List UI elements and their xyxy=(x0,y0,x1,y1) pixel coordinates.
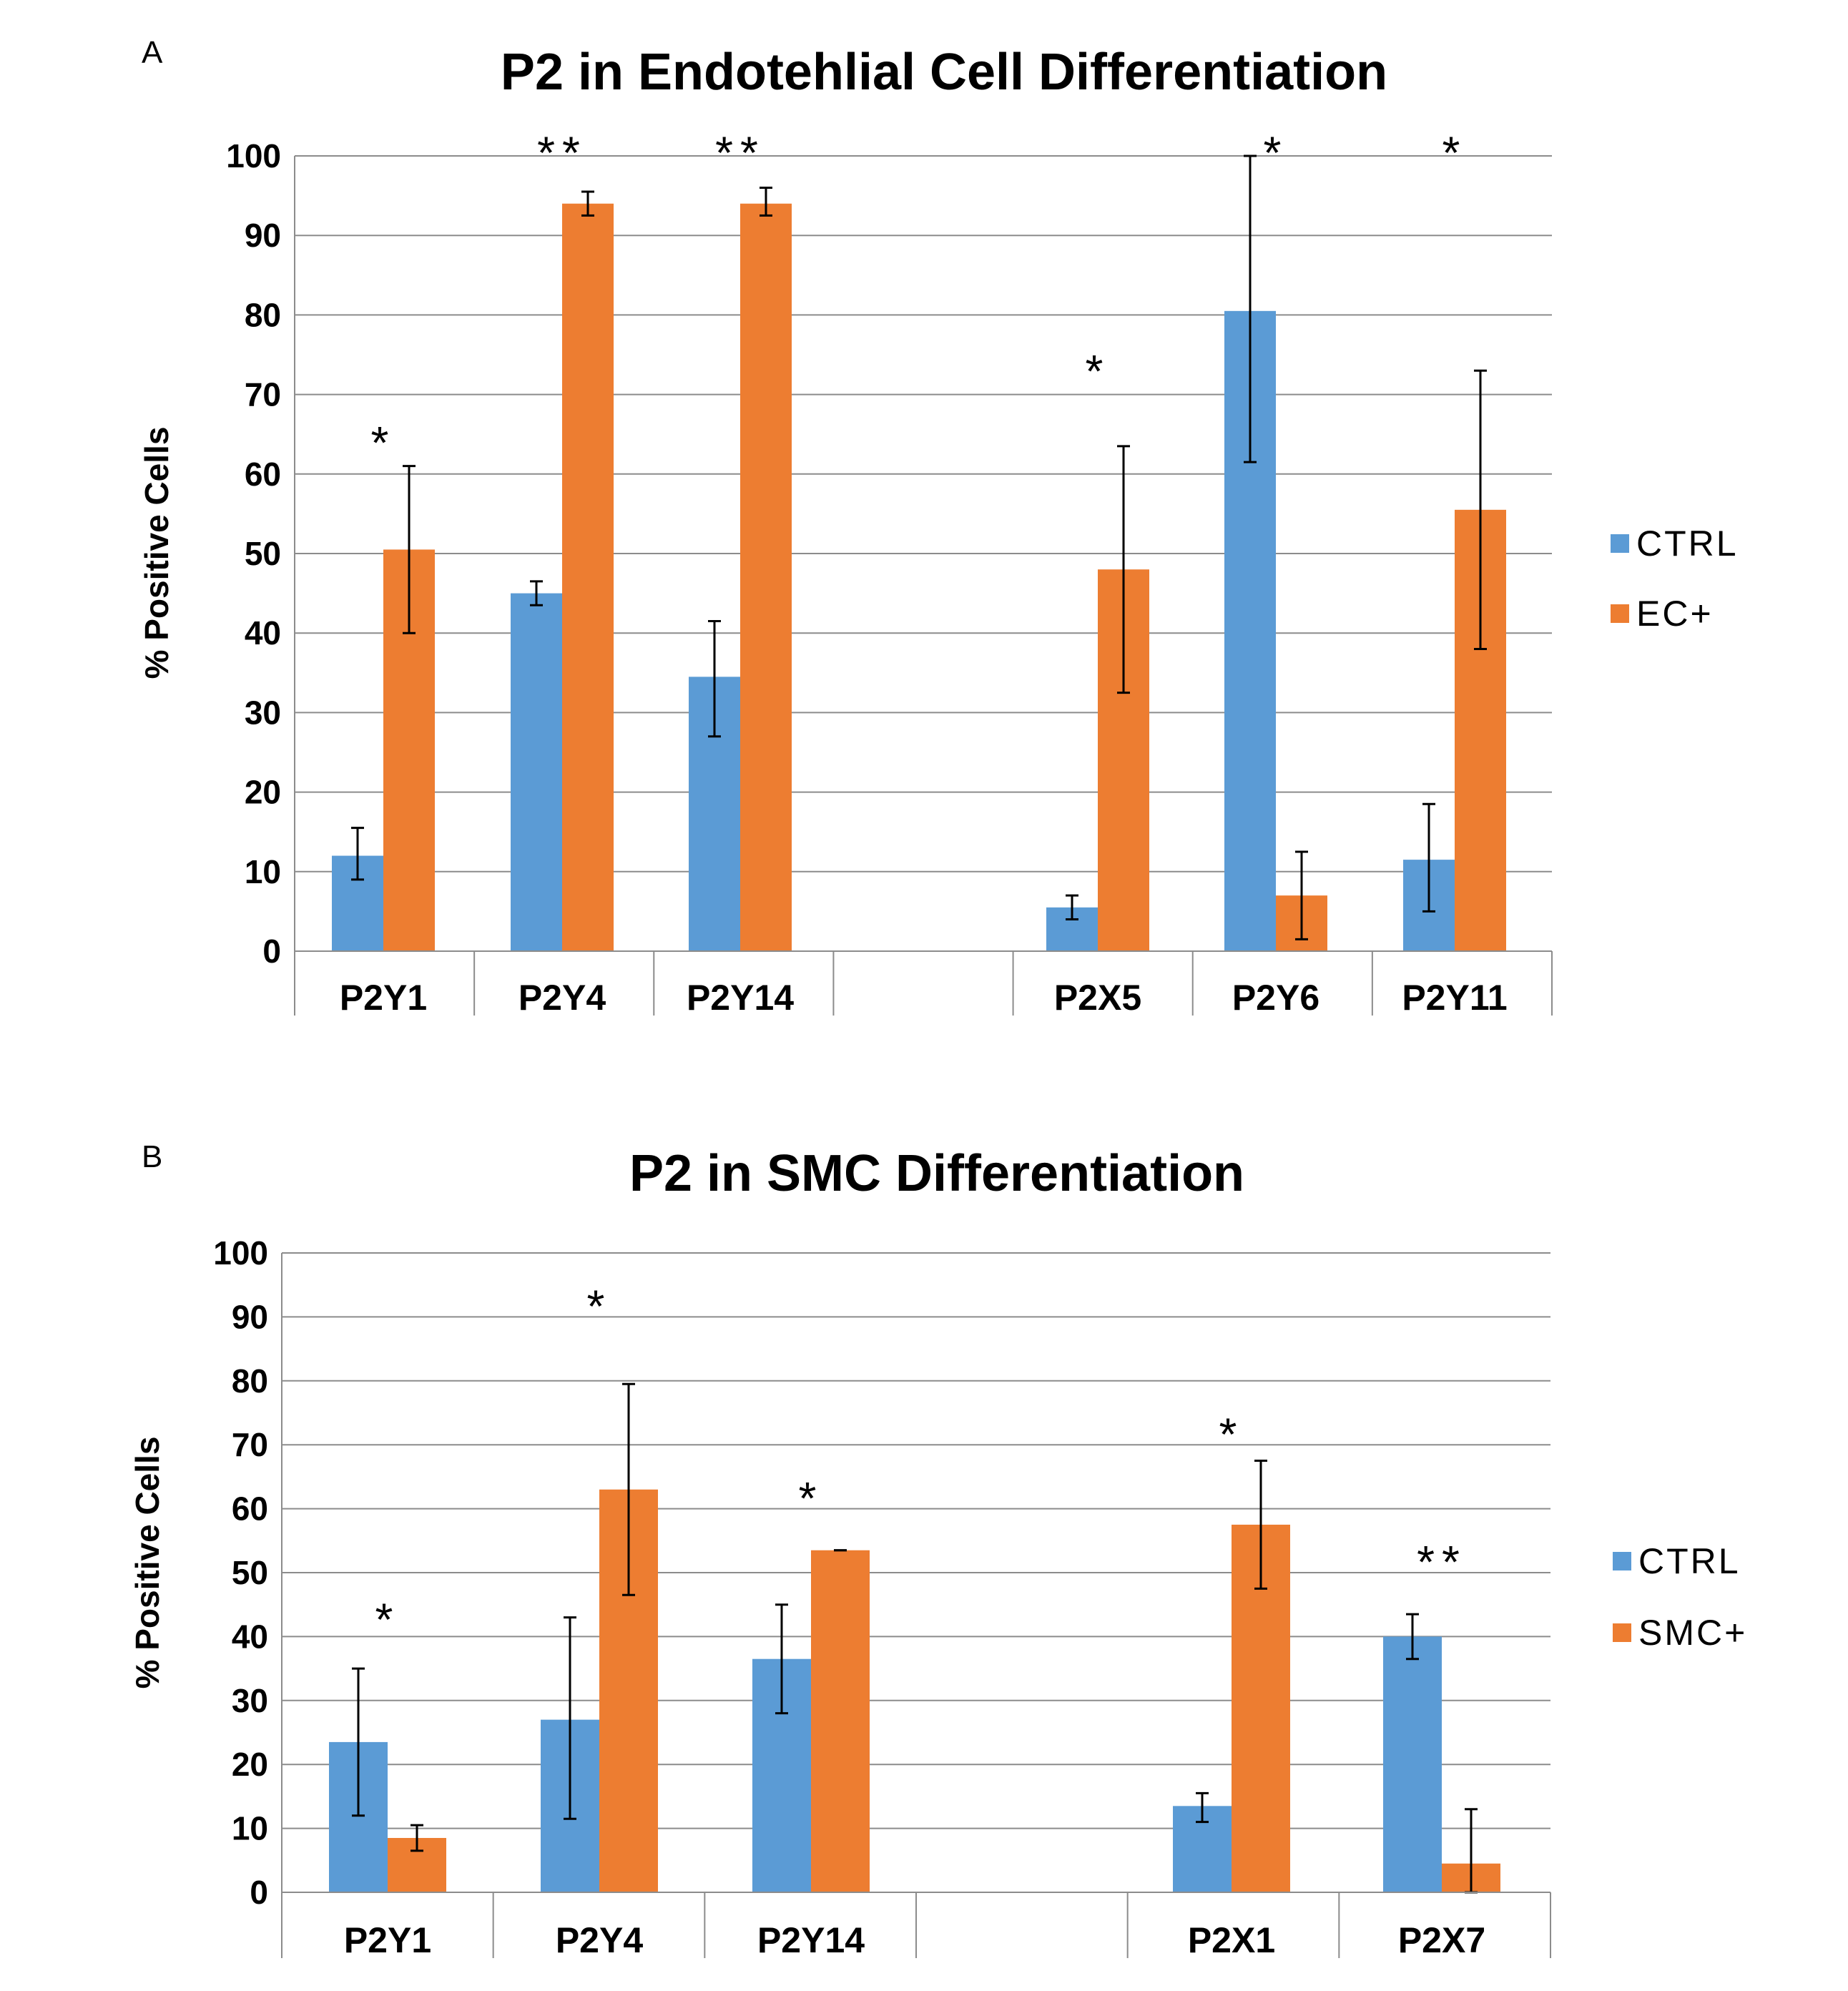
y-tick-label: 100 xyxy=(213,1234,268,1272)
y-tick-label: 40 xyxy=(232,1618,268,1655)
y-tick-label: 80 xyxy=(245,296,281,333)
y-tick-label: 20 xyxy=(232,1746,268,1783)
y-tick-label: 50 xyxy=(232,1554,268,1591)
y-axis-label: % Positive Cells xyxy=(129,1437,166,1689)
y-tick-label: 50 xyxy=(245,535,281,572)
bar-ctrl xyxy=(1383,1636,1442,1892)
chart-title: P2 in SMC Differentiation xyxy=(629,1145,1244,1202)
significance-marker: ** xyxy=(537,127,587,178)
panel-label: B xyxy=(142,1139,162,1174)
x-tick-label: P2X5 xyxy=(1054,978,1141,1018)
x-tick-label: P2Y1 xyxy=(344,1920,431,1960)
y-tick-label: 0 xyxy=(262,933,281,970)
legend: CTRL SMC+ xyxy=(1613,1541,1747,1653)
y-tick-label: 70 xyxy=(245,376,281,413)
x-tick-label: P2Y4 xyxy=(556,1920,644,1960)
bar-ctrl xyxy=(511,593,562,951)
y-tick-label: 40 xyxy=(245,614,281,652)
y-tick-label: 70 xyxy=(232,1426,268,1463)
legend: CTRL EC+ xyxy=(1611,523,1739,634)
significance-marker: ** xyxy=(1417,1536,1467,1588)
axes xyxy=(281,1253,1551,1958)
y-tick-label: 60 xyxy=(232,1490,268,1528)
significance-marker: * xyxy=(799,1473,824,1524)
labels: 0 10 20 30 40 50 60 70 80 90 100 P2Y1 P2Y4 P2Y14 P2X1 P… xyxy=(213,1234,1485,1960)
axes xyxy=(294,156,1553,1016)
bars xyxy=(332,154,1506,952)
chart-title: P2 in Endotehlial Cell Differentiation xyxy=(501,44,1387,101)
significance-marker: ** xyxy=(715,127,765,178)
legend-swatch xyxy=(1613,1552,1631,1570)
y-tick-label: 0 xyxy=(250,1874,268,1911)
legend-swatch xyxy=(1613,1623,1631,1642)
chart-panel-a: A P2 in Endotehlial Cell Differentiation… xyxy=(138,35,1739,1018)
legend-swatch xyxy=(1611,534,1629,553)
gridlines xyxy=(295,155,1552,872)
significance-marker: * xyxy=(587,1281,612,1332)
x-tick-label: P2Y11 xyxy=(1402,978,1507,1018)
y-tick-label: 100 xyxy=(226,137,281,174)
y-tick-label: 80 xyxy=(232,1362,268,1400)
significance-marker: * xyxy=(375,1594,400,1646)
x-tick-label: P2Y14 xyxy=(687,978,794,1018)
legend-label: EC+ xyxy=(1636,594,1714,634)
legend-label: SMC+ xyxy=(1638,1613,1747,1653)
y-tick-label: 90 xyxy=(232,1298,268,1335)
y-tick-label: 30 xyxy=(232,1682,268,1719)
bar-smc xyxy=(811,1550,870,1892)
labels: 0 10 20 30 40 50 60 70 80 90 100 P2Y1 P2Y4 P2Y14 P2X5 P… xyxy=(226,127,1507,1018)
x-tick-label: P2Y1 xyxy=(340,978,427,1018)
gridlines xyxy=(282,1252,1550,1829)
bar-ec xyxy=(562,203,614,952)
x-tick-label: P2Y6 xyxy=(1232,978,1319,1018)
bar-ec xyxy=(740,203,792,952)
legend-label: CTRL xyxy=(1636,523,1739,564)
y-tick-label: 10 xyxy=(245,853,281,890)
bars xyxy=(329,1382,1500,1894)
significance-marker: * xyxy=(1264,127,1289,178)
y-tick-label: 30 xyxy=(245,694,281,731)
x-tick-label: P2Y14 xyxy=(757,1920,865,1960)
y-tick-label: 60 xyxy=(245,456,281,493)
y-tick-label: 20 xyxy=(245,774,281,811)
significance-marker: * xyxy=(1086,345,1111,397)
legend-swatch xyxy=(1611,604,1629,623)
x-tick-label: P2X1 xyxy=(1188,1920,1275,1960)
legend-label: CTRL xyxy=(1638,1541,1741,1581)
significance-marker: * xyxy=(1442,127,1468,178)
y-axis-label: % Positive Cells xyxy=(138,427,175,679)
x-tick-label: P2X7 xyxy=(1398,1920,1485,1960)
significance-marker: * xyxy=(371,417,396,468)
panel-label: A xyxy=(142,35,163,70)
x-tick-label: P2Y4 xyxy=(518,978,606,1018)
y-tick-label: 90 xyxy=(245,217,281,254)
significance-marker: * xyxy=(1219,1408,1244,1460)
chart-panel-b: B P2 in SMC Differentiation % Positive C… xyxy=(129,1139,1747,1960)
y-tick-label: 10 xyxy=(232,1810,268,1847)
